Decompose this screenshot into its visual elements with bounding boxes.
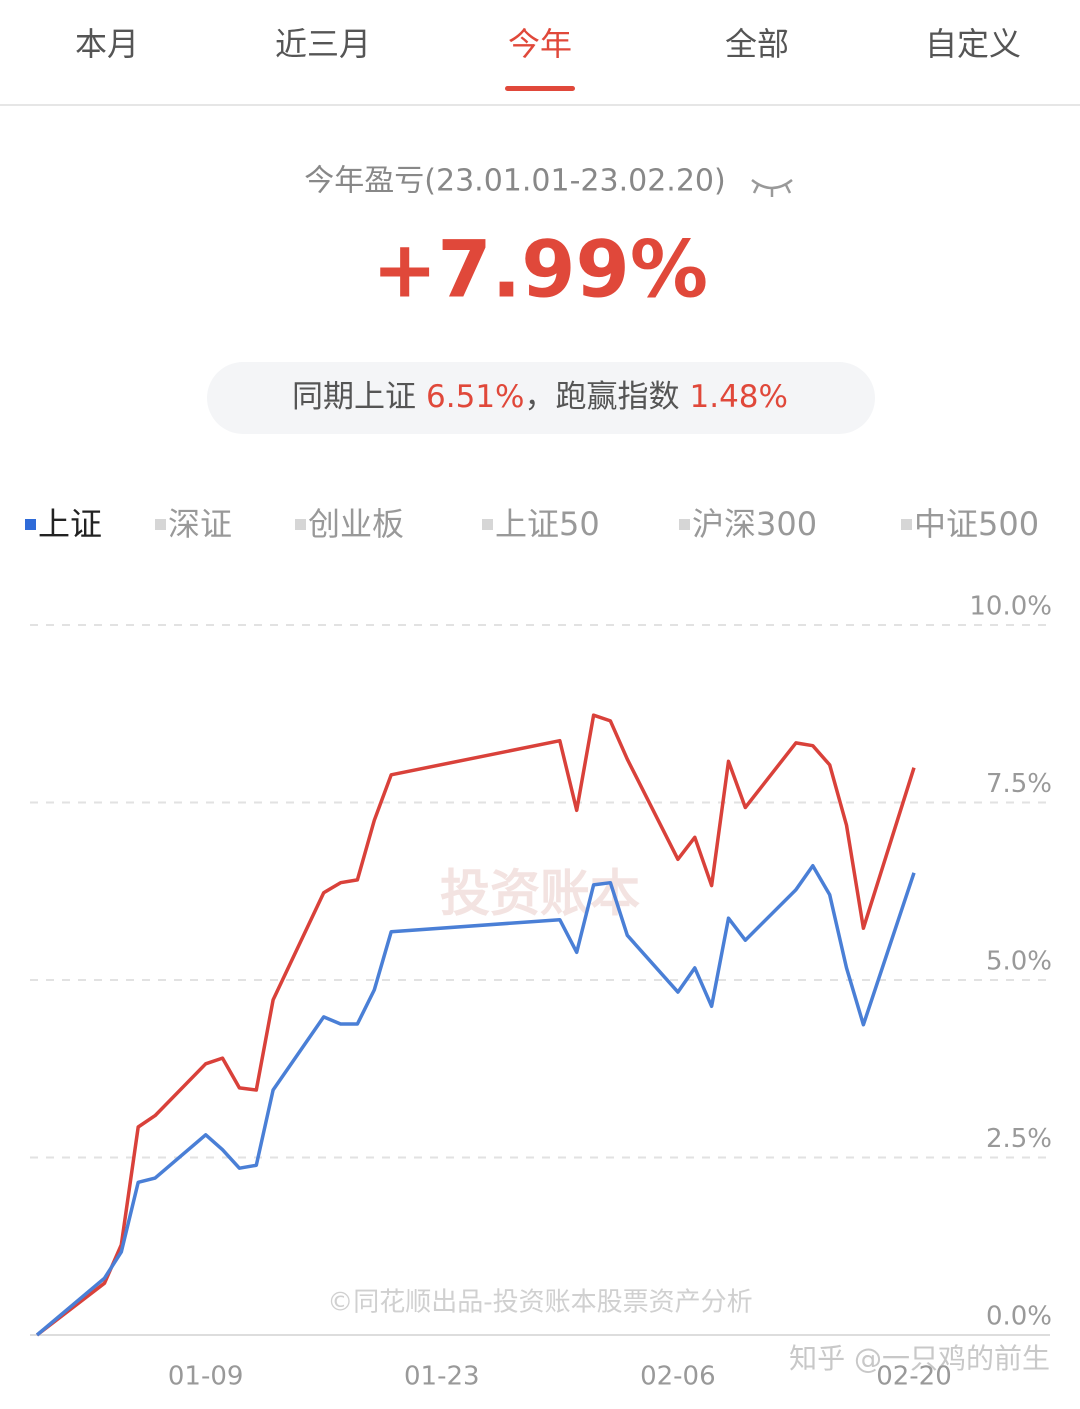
index-return: 6.51% <box>426 379 524 415</box>
x-tick-label: 02-20 <box>876 1362 952 1392</box>
index-option[interactable]: 创业板 <box>308 505 404 543</box>
index-option[interactable]: 中证500 <box>914 505 1039 543</box>
brand-watermark: 投资账本 <box>440 865 640 923</box>
index-marker <box>679 519 690 530</box>
tab[interactable]: 本月 <box>75 25 139 63</box>
summary-label: 今年盈亏(23.01.01-23.02.20) <box>304 164 725 199</box>
y-tick-label: 10.0% <box>969 592 1052 622</box>
series-line <box>35 713 916 1337</box>
compare-pill <box>207 362 875 434</box>
x-tick-label: 01-23 <box>404 1362 480 1392</box>
index-marker <box>295 519 306 530</box>
tab[interactable]: 今年 <box>508 25 572 63</box>
tab-indicator <box>505 86 575 91</box>
index-marker <box>901 519 912 530</box>
y-tick-label: 0.0% <box>986 1302 1052 1332</box>
index-marker <box>482 519 493 530</box>
excess-return: 1.48% <box>690 379 788 415</box>
hide-icon[interactable] <box>751 179 793 197</box>
index-marker <box>25 519 36 530</box>
y-tick-label: 5.0% <box>986 947 1052 977</box>
compare-text: 同期上证 6.51%，跑赢指数 1.48% <box>292 379 788 415</box>
compare-middle: ，跑赢指数 <box>525 379 680 415</box>
compare-prefix: 同期上证 <box>292 379 416 415</box>
index-option[interactable]: 深证 <box>168 505 232 543</box>
index-option[interactable]: 上证 <box>38 505 102 543</box>
total-return: +7.99% <box>372 225 708 315</box>
index-option[interactable]: 上证50 <box>495 505 600 543</box>
index-marker <box>155 519 166 530</box>
y-tick-label: 2.5% <box>986 1124 1052 1154</box>
copyright: ©同花顺出品-投资账本股票资产分析 <box>327 1288 752 1318</box>
tab[interactable]: 全部 <box>725 25 789 63</box>
site-watermark: 知乎 @一只鸡的前生 <box>789 1342 1050 1375</box>
tab[interactable]: 近三月 <box>275 25 371 63</box>
series-line <box>35 863 916 1337</box>
tab[interactable]: 自定义 <box>925 25 1021 63</box>
x-tick-label: 02-06 <box>640 1362 716 1392</box>
index-option[interactable]: 沪深300 <box>692 505 817 543</box>
x-tick-label: 01-09 <box>168 1362 244 1392</box>
y-tick-label: 7.5% <box>986 769 1052 799</box>
